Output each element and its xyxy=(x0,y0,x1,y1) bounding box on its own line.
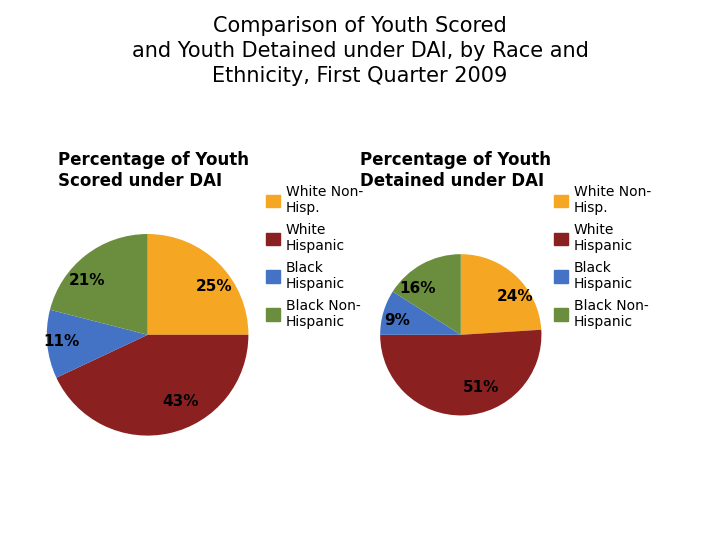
Wedge shape xyxy=(392,254,461,335)
Text: Comparison of Youth Scored
and Youth Detained under DAI, by Race and
Ethnicity, : Comparison of Youth Scored and Youth Det… xyxy=(132,16,588,86)
Text: 24%: 24% xyxy=(497,289,534,304)
Legend: White Non-
Hisp., White
Hispanic, Black
Hispanic, Black Non-
Hispanic: White Non- Hisp., White Hispanic, Black … xyxy=(266,185,363,329)
Text: Percentage of Youth
Detained under DAI: Percentage of Youth Detained under DAI xyxy=(360,151,551,190)
Legend: White Non-
Hisp., White
Hispanic, Black
Hispanic, Black Non-
Hispanic: White Non- Hisp., White Hispanic, Black … xyxy=(554,185,651,329)
Text: 51%: 51% xyxy=(462,380,499,395)
Text: 16%: 16% xyxy=(399,281,436,296)
Wedge shape xyxy=(56,335,248,436)
Wedge shape xyxy=(47,310,148,377)
Wedge shape xyxy=(50,234,148,335)
Wedge shape xyxy=(380,292,461,335)
Text: 25%: 25% xyxy=(196,279,233,294)
Text: 21%: 21% xyxy=(69,273,106,288)
Text: Percentage of Youth
Scored under DAI: Percentage of Youth Scored under DAI xyxy=(58,151,248,190)
Text: 11%: 11% xyxy=(43,334,79,349)
Wedge shape xyxy=(148,234,248,335)
Text: 43%: 43% xyxy=(163,394,199,409)
Wedge shape xyxy=(461,254,541,335)
Text: 9%: 9% xyxy=(384,313,410,328)
Wedge shape xyxy=(380,330,541,415)
